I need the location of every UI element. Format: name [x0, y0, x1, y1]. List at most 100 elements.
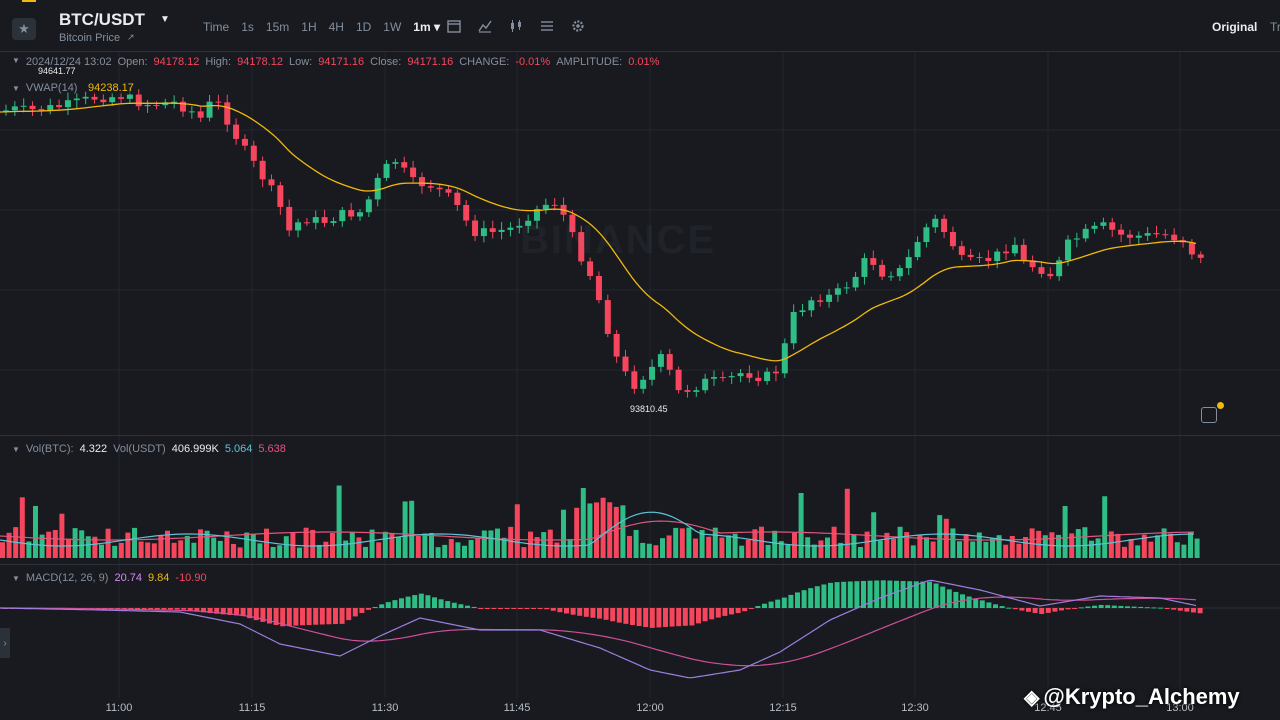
- volume-bar: [1141, 534, 1147, 558]
- candle: [569, 209, 576, 238]
- candle: [764, 367, 771, 385]
- macd-histogram-bar: [286, 608, 292, 626]
- volume-bar: [244, 532, 250, 558]
- view-tradingview-tab[interactable]: Tr: [1270, 20, 1280, 34]
- volume-bar: [1115, 533, 1121, 558]
- volume-pane-divider[interactable]: [0, 435, 1280, 436]
- candle: [905, 249, 912, 276]
- candle: [1082, 224, 1089, 242]
- collapse-caret-icon[interactable]: ▼: [12, 444, 20, 454]
- interval-1m[interactable]: 1m ▾: [413, 20, 440, 34]
- macd-histogram-bar: [907, 581, 913, 608]
- candle: [622, 349, 629, 376]
- volume-bar: [719, 537, 725, 558]
- pair-dropdown-icon[interactable]: ▼: [160, 14, 170, 25]
- macd-histogram-bar: [194, 608, 200, 612]
- pair-subtitle[interactable]: Bitcoin Price: [59, 32, 121, 44]
- indicator-icon[interactable]: [477, 18, 493, 34]
- volume-bar: [712, 527, 718, 558]
- macd-histogram-bar: [1032, 608, 1038, 613]
- candle: [534, 205, 540, 229]
- volume-bar: [303, 527, 309, 558]
- volume-bar: [772, 530, 778, 558]
- volume-bar: [59, 513, 65, 558]
- volume-bar: [1128, 539, 1134, 558]
- macd-histogram-bar: [1072, 608, 1078, 609]
- volume-bar: [468, 539, 474, 558]
- interval-4h[interactable]: 4H: [328, 20, 344, 34]
- favorite-star-icon[interactable]: ★: [12, 18, 36, 40]
- volume-bar: [1161, 528, 1167, 558]
- side-panel-toggle-icon[interactable]: ›: [0, 628, 10, 658]
- volume-ma2-line: [0, 520, 1195, 541]
- macd-histogram-bar: [1177, 608, 1183, 611]
- candle: [286, 199, 293, 237]
- macd-line: [0, 579, 1197, 679]
- macd-histogram-bar: [240, 608, 246, 617]
- macd-histogram-bar: [597, 608, 602, 619]
- external-link-icon[interactable]: ↗: [127, 32, 135, 42]
- macd-histogram-bar: [1191, 608, 1196, 613]
- candle: [728, 371, 735, 384]
- vwap-label[interactable]: VWAP(14): [25, 82, 78, 94]
- macd-histogram-bar: [187, 608, 193, 611]
- view-original-tab[interactable]: Original: [1212, 20, 1258, 34]
- candle: [454, 189, 461, 212]
- macd-histogram-bar: [1197, 608, 1203, 614]
- macd-histogram-bar: [722, 608, 728, 616]
- calendar-icon[interactable]: [446, 18, 462, 34]
- interval-time[interactable]: Time: [203, 20, 230, 34]
- macd-histogram-bar: [966, 596, 972, 608]
- volume-bar: [930, 541, 936, 558]
- macd-histogram-bar: [880, 580, 886, 608]
- macd-histogram-bar: [920, 581, 926, 608]
- macd-histogram-bar: [544, 608, 550, 610]
- pair-title[interactable]: BTC/USDT: [59, 10, 145, 29]
- volume-bar: [693, 538, 698, 558]
- volume-bar: [66, 538, 71, 558]
- macd-histogram-bar: [900, 581, 906, 608]
- volume-bar: [633, 529, 639, 558]
- candle: [489, 220, 496, 239]
- volume-bar: [118, 542, 124, 558]
- interval-1s[interactable]: 1s: [241, 20, 254, 34]
- volume-bar: [402, 501, 408, 558]
- candle-style-icon[interactable]: [508, 18, 524, 34]
- collapse-caret-icon[interactable]: ▼: [12, 83, 20, 93]
- volume-bar: [145, 542, 151, 558]
- candle: [808, 296, 815, 317]
- macd-histogram-bar: [775, 599, 781, 608]
- interval-1w[interactable]: 1W: [383, 20, 402, 34]
- settings-list-icon[interactable]: [539, 18, 555, 34]
- volume-bar: [138, 541, 144, 558]
- volume-bar: [580, 488, 586, 558]
- candle: [967, 248, 974, 261]
- macd-histogram-bar: [1065, 608, 1071, 610]
- interval-15m[interactable]: 15m: [265, 20, 290, 34]
- time-tick: 12:45: [1034, 702, 1062, 714]
- macd-histogram-bar: [141, 608, 147, 610]
- candle: [976, 252, 983, 264]
- volume-bar: [1168, 533, 1174, 558]
- collapse-caret-icon[interactable]: ▼: [12, 573, 20, 583]
- screenshot-icon[interactable]: [1201, 407, 1217, 423]
- interval-1d[interactable]: 1D: [355, 20, 372, 34]
- macd-pane-divider[interactable]: [0, 564, 1280, 565]
- candle: [295, 218, 302, 238]
- gear-icon[interactable]: [570, 18, 586, 34]
- macd-histogram-bar: [1019, 608, 1025, 611]
- macd-histogram-bar: [214, 608, 220, 614]
- collapse-caret-icon[interactable]: ▼: [12, 56, 20, 65]
- macd-histogram-bar: [280, 608, 286, 627]
- volume-bar: [508, 526, 514, 558]
- volume-bar: [759, 526, 764, 558]
- candle: [1020, 238, 1027, 264]
- interval-1h[interactable]: 1H: [301, 20, 317, 34]
- candle: [1073, 232, 1080, 248]
- volume-bar: [132, 527, 137, 558]
- volume-bar: [1023, 536, 1028, 558]
- volume-bar: [686, 527, 692, 558]
- volume-bar: [415, 535, 421, 558]
- volume-bar: [250, 534, 256, 558]
